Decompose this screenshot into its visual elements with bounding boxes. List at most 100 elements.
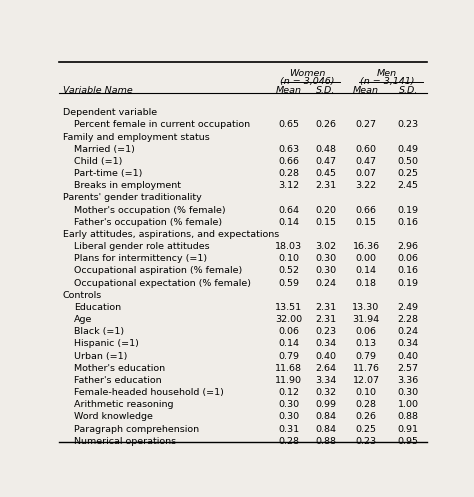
Text: 0.18: 0.18 [356, 278, 376, 288]
Text: 0.66: 0.66 [356, 206, 376, 215]
Text: (n = 3,046): (n = 3,046) [280, 77, 335, 86]
Text: 0.19: 0.19 [398, 206, 419, 215]
Text: 0.99: 0.99 [315, 400, 336, 409]
Text: 0.65: 0.65 [278, 120, 300, 129]
Text: 11.76: 11.76 [353, 364, 380, 373]
Text: 0.30: 0.30 [315, 254, 336, 263]
Text: 0.45: 0.45 [315, 169, 336, 178]
Text: 0.95: 0.95 [398, 437, 419, 446]
Text: 3.02: 3.02 [315, 242, 336, 251]
Text: Mean: Mean [353, 85, 379, 94]
Text: 3.36: 3.36 [398, 376, 419, 385]
Text: 0.06: 0.06 [278, 327, 300, 336]
Text: Early attitudes, aspirations, and expectations: Early attitudes, aspirations, and expect… [63, 230, 279, 239]
Text: Controls: Controls [63, 291, 102, 300]
Text: 0.26: 0.26 [356, 413, 376, 421]
Text: 0.27: 0.27 [356, 120, 376, 129]
Text: 1.00: 1.00 [398, 400, 419, 409]
Text: 0.12: 0.12 [278, 388, 300, 397]
Text: 0.14: 0.14 [278, 218, 300, 227]
Text: 0.16: 0.16 [398, 266, 419, 275]
Text: 0.40: 0.40 [315, 351, 336, 360]
Text: Liberal gender role attitudes: Liberal gender role attitudes [74, 242, 210, 251]
Text: 0.79: 0.79 [278, 351, 300, 360]
Text: 0.06: 0.06 [356, 327, 376, 336]
Text: 0.59: 0.59 [278, 278, 300, 288]
Text: 3.12: 3.12 [278, 181, 300, 190]
Text: (n = 3,141): (n = 3,141) [360, 77, 414, 86]
Text: 0.19: 0.19 [398, 278, 419, 288]
Text: 0.23: 0.23 [356, 437, 376, 446]
Text: 2.64: 2.64 [315, 364, 336, 373]
Text: 0.84: 0.84 [315, 413, 336, 421]
Text: 0.88: 0.88 [315, 437, 336, 446]
Text: 0.88: 0.88 [398, 413, 419, 421]
Text: 0.25: 0.25 [398, 169, 419, 178]
Text: Mother's occupation (% female): Mother's occupation (% female) [74, 206, 226, 215]
Text: 13.51: 13.51 [275, 303, 302, 312]
Text: 0.32: 0.32 [315, 388, 336, 397]
Text: 0.10: 0.10 [278, 254, 300, 263]
Text: 0.25: 0.25 [356, 424, 376, 433]
Text: 0.49: 0.49 [398, 145, 419, 154]
Text: S.D.: S.D. [316, 85, 335, 94]
Text: 0.40: 0.40 [398, 351, 419, 360]
Text: 32.00: 32.00 [275, 315, 302, 324]
Text: 0.31: 0.31 [278, 424, 300, 433]
Text: Paragraph comprehension: Paragraph comprehension [74, 424, 199, 433]
Text: 0.91: 0.91 [398, 424, 419, 433]
Text: 0.84: 0.84 [315, 424, 336, 433]
Text: Married (=1): Married (=1) [74, 145, 135, 154]
Text: Father's education: Father's education [74, 376, 162, 385]
Text: 0.60: 0.60 [356, 145, 376, 154]
Text: 0.15: 0.15 [315, 218, 336, 227]
Text: Variable Name: Variable Name [63, 85, 133, 94]
Text: 0.23: 0.23 [398, 120, 419, 129]
Text: 0.47: 0.47 [356, 157, 376, 166]
Text: Parents' gender traditionality: Parents' gender traditionality [63, 193, 201, 202]
Text: 2.31: 2.31 [315, 181, 336, 190]
Text: 0.16: 0.16 [398, 218, 419, 227]
Text: 0.07: 0.07 [356, 169, 376, 178]
Text: 2.31: 2.31 [315, 303, 336, 312]
Text: Mother's education: Mother's education [74, 364, 165, 373]
Text: 11.90: 11.90 [275, 376, 302, 385]
Text: 11.68: 11.68 [275, 364, 302, 373]
Text: Child (=1): Child (=1) [74, 157, 122, 166]
Text: 0.30: 0.30 [315, 266, 336, 275]
Text: 0.66: 0.66 [278, 157, 300, 166]
Text: Occupational expectation (% female): Occupational expectation (% female) [74, 278, 251, 288]
Text: Word knowledge: Word knowledge [74, 413, 153, 421]
Text: Dependent variable: Dependent variable [63, 108, 157, 117]
Text: Arithmetic reasoning: Arithmetic reasoning [74, 400, 173, 409]
Text: 2.45: 2.45 [398, 181, 419, 190]
Text: 0.26: 0.26 [315, 120, 336, 129]
Text: 31.94: 31.94 [353, 315, 380, 324]
Text: Women: Women [289, 69, 325, 78]
Text: 0.30: 0.30 [278, 413, 300, 421]
Text: Age: Age [74, 315, 92, 324]
Text: 0.24: 0.24 [398, 327, 419, 336]
Text: 2.31: 2.31 [315, 315, 336, 324]
Text: 3.34: 3.34 [315, 376, 336, 385]
Text: Percent female in current occupation: Percent female in current occupation [74, 120, 250, 129]
Text: 2.28: 2.28 [398, 315, 419, 324]
Text: 0.28: 0.28 [278, 169, 300, 178]
Text: 0.52: 0.52 [278, 266, 300, 275]
Text: Mean: Mean [276, 85, 302, 94]
Text: Occupational aspiration (% female): Occupational aspiration (% female) [74, 266, 242, 275]
Text: 12.07: 12.07 [353, 376, 380, 385]
Text: 0.50: 0.50 [398, 157, 419, 166]
Text: 0.20: 0.20 [315, 206, 336, 215]
Text: Plans for intermittency (=1): Plans for intermittency (=1) [74, 254, 207, 263]
Text: 0.00: 0.00 [356, 254, 376, 263]
Text: 13.30: 13.30 [352, 303, 380, 312]
Text: 3.22: 3.22 [356, 181, 376, 190]
Text: Father's occupation (% female): Father's occupation (% female) [74, 218, 222, 227]
Text: 0.30: 0.30 [278, 400, 300, 409]
Text: 0.63: 0.63 [278, 145, 300, 154]
Text: Urban (=1): Urban (=1) [74, 351, 128, 360]
Text: Men: Men [377, 69, 397, 78]
Text: 0.24: 0.24 [315, 278, 336, 288]
Text: Family and employment status: Family and employment status [63, 133, 210, 142]
